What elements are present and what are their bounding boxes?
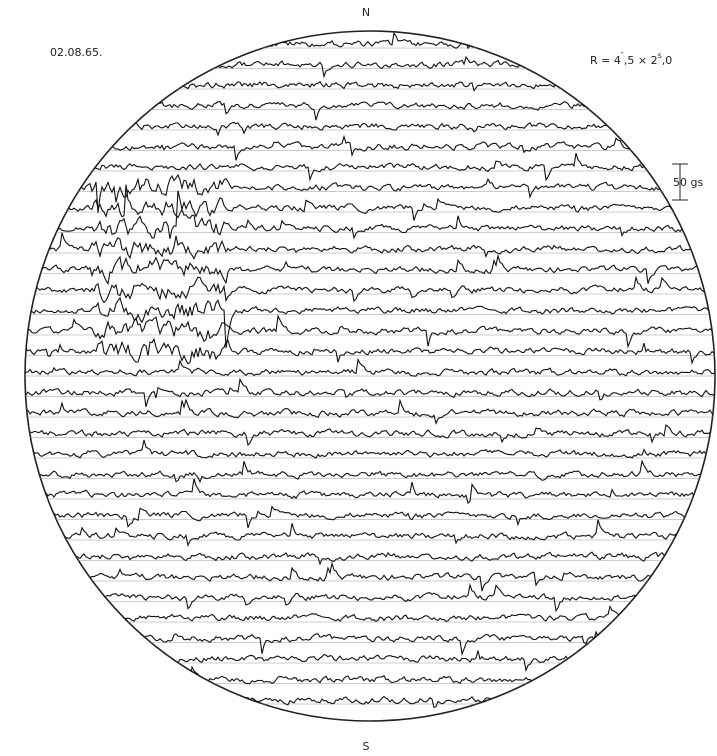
scale-bar: 50 gs [672, 164, 703, 200]
resolution-label: R = 4″,5 × 2s,0 [590, 51, 672, 67]
resolution-part: R = 4 [590, 54, 621, 67]
south-label: S [363, 740, 370, 753]
resolution-part: ,0 [662, 54, 673, 67]
resolution-part: ,5 × 2 [624, 54, 658, 67]
scale-label: 50 gs [673, 176, 703, 189]
date-label: 02.08.65. [50, 46, 102, 59]
magnetogram: N S 02.08.65. R = 4″,5 × 2s,0 50 gs [0, 0, 717, 756]
north-label: N [362, 6, 370, 19]
